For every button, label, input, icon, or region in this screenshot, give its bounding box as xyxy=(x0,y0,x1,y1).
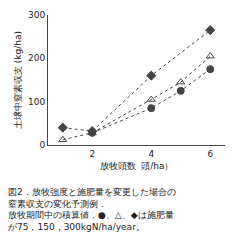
svg-text:100: 100 xyxy=(28,97,45,107)
svg-text:2: 2 xyxy=(89,149,95,159)
svg-text:6: 6 xyxy=(207,149,213,159)
svg-text:4: 4 xyxy=(148,149,154,159)
svg-text:300: 300 xyxy=(28,10,45,20)
svg-text:土壌中窒素収支 (kg/ha): 土壌中窒素収支 (kg/ha) xyxy=(13,31,23,129)
svg-text:200: 200 xyxy=(28,53,45,63)
svg-text:放牧頭数 頭/ha）: 放牧頭数 頭/ha） xyxy=(100,161,174,171)
svg-text:図2．放牧強度と施肥量を変更した場合の窒素収支の変化予測例．: 図2．放牧強度と施肥量を変更した場合の窒素収支の変化予測例．放牧期間中の積算値．… xyxy=(8,187,176,232)
svg-text:0: 0 xyxy=(39,140,45,150)
